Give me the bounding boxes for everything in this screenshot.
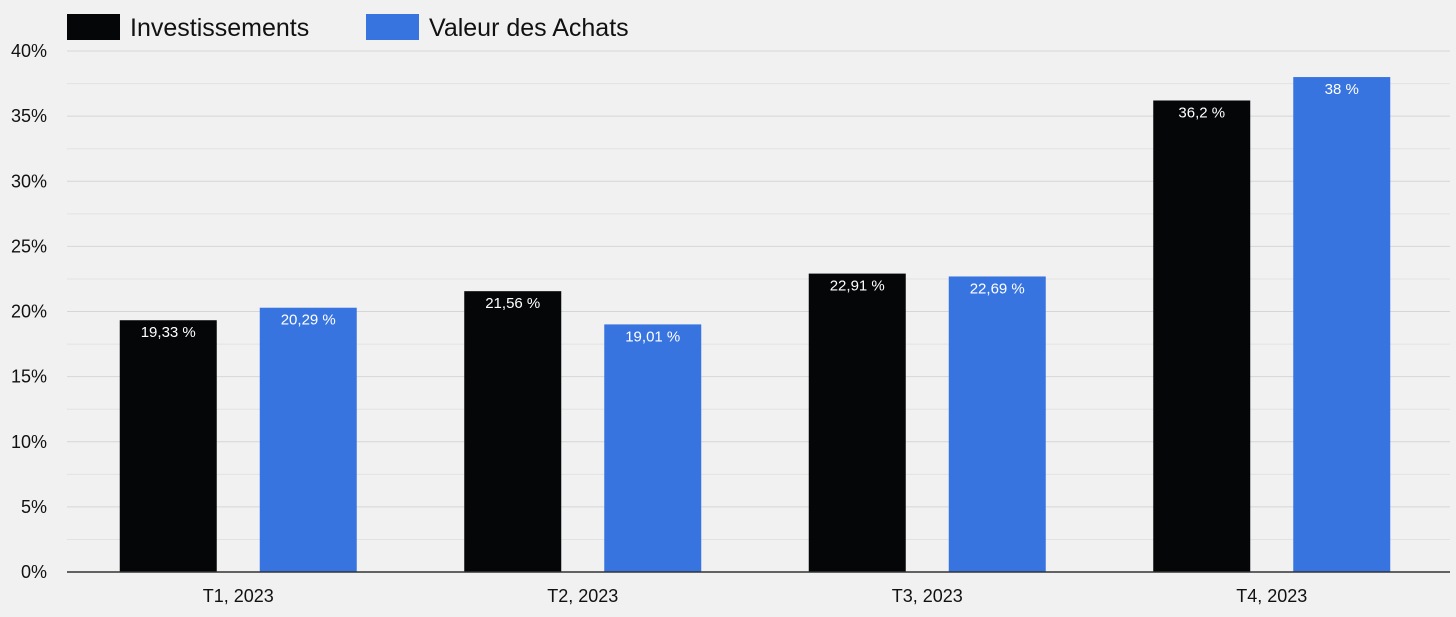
legend-swatch bbox=[366, 14, 419, 40]
bar-investissements bbox=[464, 291, 562, 572]
bar-valeur-des-achats bbox=[259, 307, 357, 572]
x-category-label: T1, 2023 bbox=[203, 586, 274, 606]
data-label: 19,01 % bbox=[625, 328, 680, 345]
data-label: 38 % bbox=[1325, 81, 1359, 98]
bar-investissements bbox=[808, 273, 906, 572]
legend: Investissements Valeur des Achats bbox=[67, 14, 629, 42]
y-axis-ticks: 0% 5% 10% 15% 20% 25% 30% 35% 40% bbox=[11, 41, 47, 582]
y-tick-label: 15% bbox=[11, 367, 47, 387]
x-category-label: T3, 2023 bbox=[892, 586, 963, 606]
bar-valeur-des-achats bbox=[604, 324, 702, 572]
bars bbox=[119, 77, 1391, 573]
legend-swatch bbox=[67, 14, 120, 40]
y-tick-label: 40% bbox=[11, 41, 47, 61]
y-tick-label: 0% bbox=[21, 562, 47, 582]
data-label: 36,2 % bbox=[1178, 104, 1225, 121]
y-tick-label: 25% bbox=[11, 236, 47, 256]
bar-investissements bbox=[1153, 100, 1251, 573]
data-label: 19,33 % bbox=[141, 324, 196, 341]
data-label: 21,56 % bbox=[485, 295, 540, 312]
y-tick-label: 35% bbox=[11, 106, 47, 126]
x-axis-categories: T1, 2023 T2, 2023 T3, 2023 T4, 2023 bbox=[203, 586, 1308, 606]
legend-label: Valeur des Achats bbox=[429, 14, 629, 42]
x-category-label: T2, 2023 bbox=[547, 586, 618, 606]
x-category-label: T4, 2023 bbox=[1236, 586, 1307, 606]
bar-valeur-des-achats bbox=[948, 276, 1046, 572]
data-label: 20,29 % bbox=[281, 312, 336, 329]
data-label: 22,91 % bbox=[830, 278, 885, 295]
data-label: 22,69 % bbox=[970, 280, 1025, 297]
y-tick-label: 5% bbox=[21, 497, 47, 517]
data-labels: 19,33 % 20,29 % 21,56 % 19,01 % 22,91 % 22,69… bbox=[141, 81, 1359, 345]
y-tick-label: 10% bbox=[11, 432, 47, 452]
y-tick-label: 30% bbox=[11, 171, 47, 191]
y-tick-label: 20% bbox=[11, 302, 47, 322]
bar-investissements bbox=[119, 320, 217, 572]
bar-valeur-des-achats bbox=[1293, 77, 1391, 573]
legend-label: Investissements bbox=[130, 14, 309, 42]
